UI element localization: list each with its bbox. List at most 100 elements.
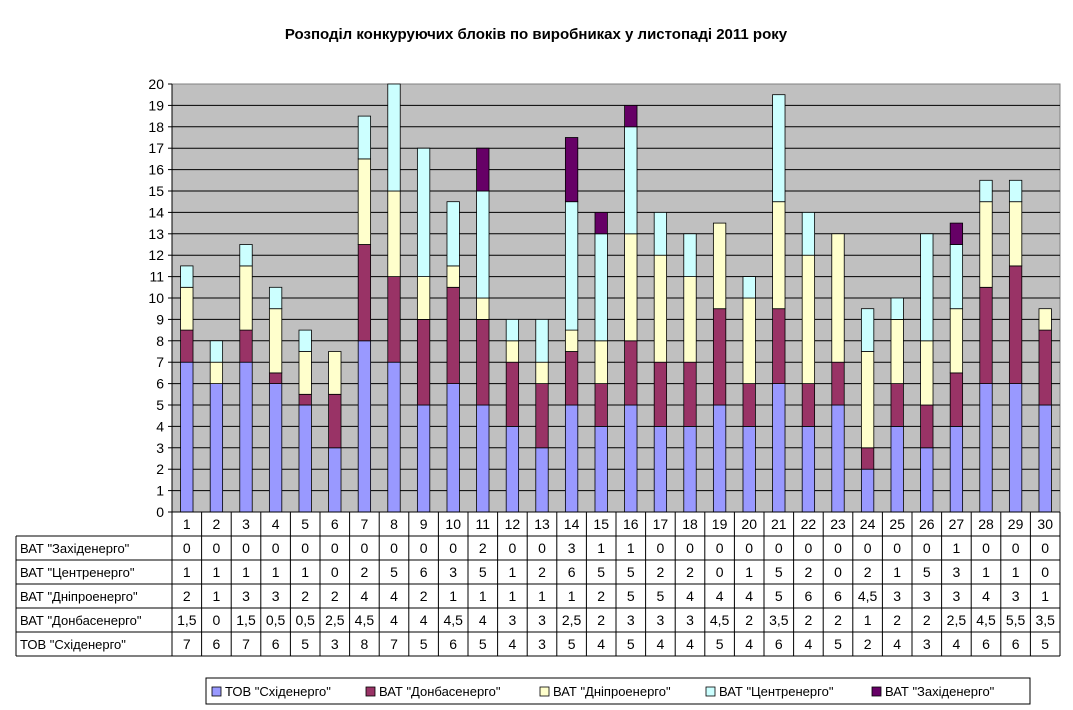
table-cell: 4 <box>953 636 961 652</box>
table-series-label: ВАТ "Центренерго" <box>20 565 135 580</box>
bar-segment <box>742 276 756 299</box>
bar-segment <box>772 201 786 310</box>
bar-segment <box>328 351 342 395</box>
bar-segment <box>446 383 460 513</box>
gridlines <box>172 104 1060 492</box>
bar-segment <box>920 340 934 406</box>
bar-segment <box>742 425 756 513</box>
table-cell: 3 <box>538 636 546 652</box>
y-tick-label: 15 <box>148 183 164 199</box>
table-series-label: ТОВ "Східенерго" <box>20 637 126 652</box>
table-cell: 0 <box>213 540 221 556</box>
bar-segment <box>712 308 727 406</box>
table-cell: 0 <box>834 564 842 580</box>
category-label: 2 <box>213 516 221 532</box>
table-cell: 4,5 <box>710 612 730 628</box>
bar-segment <box>446 286 460 384</box>
table-cell: 1 <box>627 540 635 556</box>
bar-segment <box>328 447 342 513</box>
table-cell: 0 <box>1012 540 1020 556</box>
y-tick-label: 8 <box>156 333 164 349</box>
table-cell: 0 <box>982 540 990 556</box>
table-cell: 6 <box>568 564 576 580</box>
data-table: 1 2 3 4 5 6 7 8 9 10 11 12 13 14 15 16 17 18 19 20 21 22 23 24 2… <box>15 511 1061 657</box>
category-label: 7 <box>361 516 369 532</box>
table-cell: 0 <box>538 540 546 556</box>
category-label: 18 <box>682 516 698 532</box>
y-tick-label: 11 <box>149 269 164 285</box>
table-cell: 1 <box>1041 588 1049 604</box>
table-cell: 5 <box>479 564 487 580</box>
bar-segment <box>298 351 312 395</box>
bar-segment <box>860 351 875 449</box>
table-cell: 6 <box>449 636 457 652</box>
table-cell: 5 <box>627 564 635 580</box>
bar-segment <box>1008 179 1023 203</box>
bar-segment <box>535 447 549 513</box>
bar-segment <box>505 361 520 427</box>
table-cell: 2 <box>538 564 546 580</box>
table-cell: 3,5 <box>1035 612 1055 628</box>
bar-segment <box>505 318 520 342</box>
category-label: 22 <box>801 516 817 532</box>
bar-segment <box>180 361 194 513</box>
bar-segment <box>653 425 668 513</box>
y-tick-label: 20 <box>148 76 164 92</box>
bar-segment <box>1008 201 1023 267</box>
table-cell: 3 <box>686 612 694 628</box>
bar-segment <box>505 425 520 513</box>
bar-segment <box>653 361 668 427</box>
table-cell: 4,5 <box>976 612 996 628</box>
table-cell: 4 <box>716 588 724 604</box>
table-cell: 4 <box>686 636 694 652</box>
table-cell: 0 <box>420 540 428 556</box>
bar-segment <box>564 201 579 331</box>
table-cell: 4 <box>479 612 487 628</box>
category-label: 20 <box>741 516 757 532</box>
table-cell: 1 <box>953 540 961 556</box>
bar-segment <box>387 83 401 192</box>
y-tick-label: 13 <box>148 226 164 242</box>
table-cell: 6 <box>272 636 280 652</box>
bar-segment <box>535 361 549 385</box>
table-cell: 5 <box>568 636 576 652</box>
legend-swatch <box>871 686 882 697</box>
bar-segment <box>624 126 638 235</box>
category-label: 17 <box>653 516 669 532</box>
bar-segment <box>1038 404 1052 513</box>
table-series-label: ВАТ "Донбасенерго" <box>20 613 142 628</box>
table-cell: 5 <box>390 564 398 580</box>
bar-segment <box>594 211 608 235</box>
table-cell: 1 <box>213 588 221 604</box>
bar-segment <box>209 361 224 385</box>
table-cell: 4,5 <box>858 588 878 604</box>
y-tick-label: 2 <box>156 461 164 477</box>
bar-segment <box>446 265 460 288</box>
table-cell: 2 <box>805 564 813 580</box>
table-cell: 3,5 <box>769 612 789 628</box>
bar-segment <box>860 308 875 352</box>
bar-segment <box>357 115 372 160</box>
table-cell: 0,5 <box>266 612 286 628</box>
bar-segment <box>683 361 697 427</box>
bar-segment <box>772 383 786 513</box>
bar-segment <box>979 201 993 288</box>
table-cell: 1 <box>597 540 605 556</box>
category-label: 1 <box>183 516 191 532</box>
table-cell: 3 <box>657 612 665 628</box>
table-cell: 7 <box>183 636 191 652</box>
bar-segment <box>801 425 816 513</box>
table-cell: 0 <box>716 540 724 556</box>
table-cell: 2 <box>864 636 872 652</box>
table-cell: 2,5 <box>947 612 967 628</box>
bar-segment <box>801 211 816 256</box>
category-label: 14 <box>564 516 580 532</box>
table-cell: 1 <box>864 612 872 628</box>
table-cell: 1 <box>509 564 517 580</box>
y-tick-label: 9 <box>156 311 164 327</box>
bar-segment <box>535 383 549 449</box>
table-cell: 8 <box>361 636 369 652</box>
bars <box>180 83 1052 513</box>
table-cell: 3 <box>893 588 901 604</box>
